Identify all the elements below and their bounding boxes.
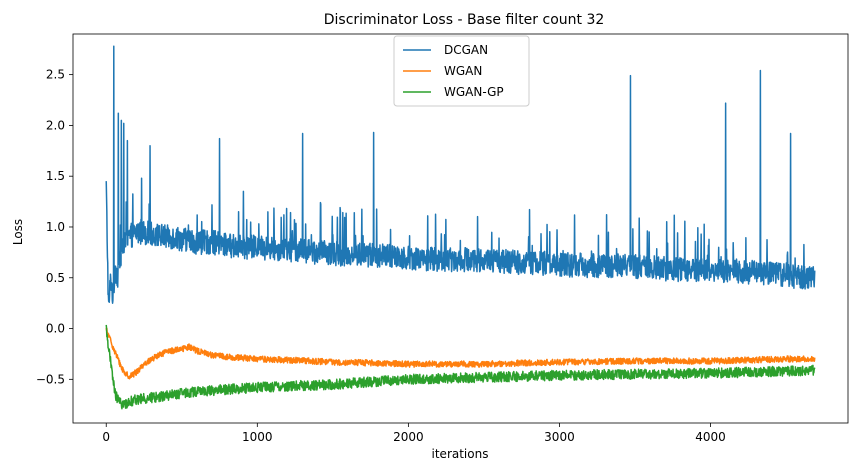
series-line-wgan [105,327,816,380]
y-tick-label: −0.5 [36,372,65,386]
chart-title: Discriminator Loss - Base filter count 3… [324,12,605,28]
x-tick-label: 2000 [393,430,424,444]
x-tick-label: 4000 [695,430,726,444]
legend: DCGAN WGAN WGAN-GP [393,35,530,107]
y-axis-label: Loss [11,219,25,245]
x-tick-label: 3000 [544,430,575,444]
plot-area [72,33,849,424]
legend-label: WGAN-GP [444,85,504,99]
y-tick-label: 2.0 [46,118,65,132]
legend-label: DCGAN [444,43,488,57]
legend-box [393,35,530,107]
x-tick-label: 0 [102,430,110,444]
series-line-wgan-gp [105,324,816,410]
plot-frame [72,33,849,424]
x-tick-label: 1000 [242,430,273,444]
series-line-dcgan [105,45,816,304]
y-tick-label: 0.0 [46,322,65,336]
y-tick-label: 2.5 [46,68,65,82]
x-axis: 0 1000 2000 3000 4000 [102,423,726,444]
x-axis-label: iterations [432,447,489,461]
series-layer [105,45,816,410]
legend-label: WGAN [444,64,482,78]
y-tick-label: 1.0 [46,220,65,234]
y-tick-label: 1.5 [46,169,65,183]
y-tick-label: 0.5 [46,271,65,285]
y-axis: −0.5 0.0 0.5 1.0 1.5 2.0 2.5 [36,68,73,386]
